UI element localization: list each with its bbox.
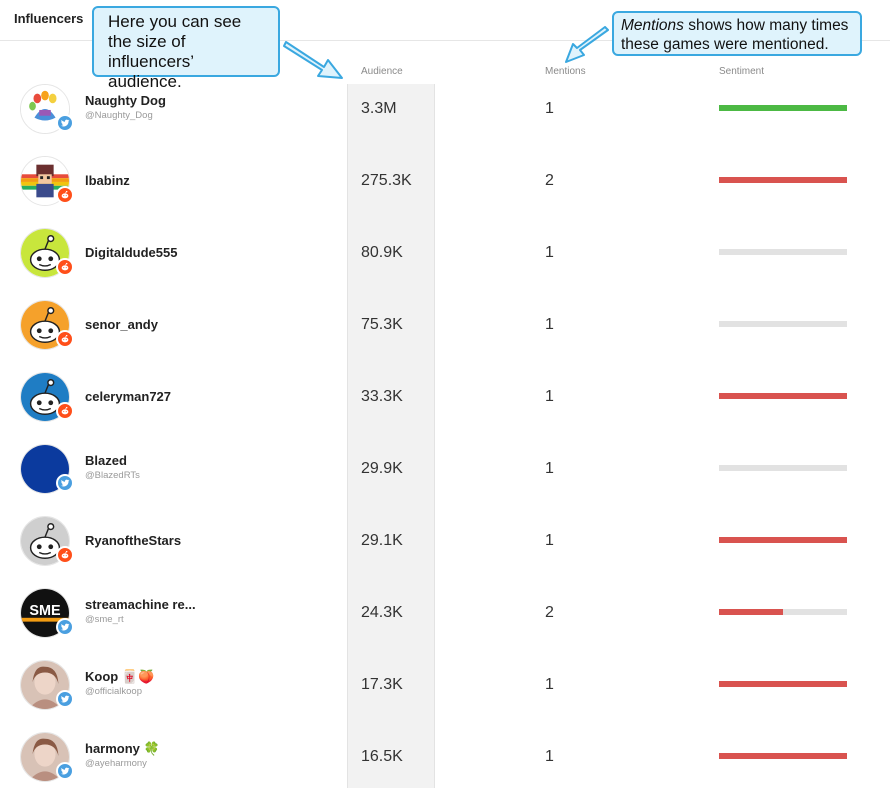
audience-value: 17.3K: [361, 676, 403, 693]
sentiment-bar: [719, 105, 847, 111]
influencer-list: Naughty Dog @Naughty_Dog 3.3M 1 lbabinz 275.3…: [0, 72, 890, 788]
influencer-name[interactable]: harmony 🍀: [85, 741, 160, 756]
avatar[interactable]: [20, 660, 70, 710]
sentiment-column-header[interactable]: Sentiment: [719, 66, 765, 77]
sentiment-bar: [719, 177, 847, 183]
sentiment-bar: [719, 681, 847, 687]
twitter-icon: [56, 690, 74, 708]
header-divider: [0, 40, 890, 41]
twitter-icon: [56, 762, 74, 780]
mentions-value: 1: [545, 244, 554, 261]
influencer-handle: @ayeharmony: [85, 758, 147, 769]
mentions-column-header[interactable]: Mentions: [545, 66, 586, 77]
sentiment-bar-fill: [719, 681, 847, 687]
reddit-icon: [56, 186, 74, 204]
influencer-name[interactable]: Naughty Dog: [85, 93, 166, 108]
sme-logo-icon: SME: [21, 589, 69, 637]
audience-column-highlight: [347, 84, 435, 788]
reddit-alien-blue-icon: [21, 373, 69, 421]
sentiment-bar-fill: [719, 105, 847, 111]
sentiment-bar-fill: [719, 321, 847, 327]
influencer-handle: @BlazedRTs: [85, 470, 140, 481]
influencer-handle: @officialkoop: [85, 686, 142, 697]
sentiment-bar: [719, 321, 847, 327]
influencer-name[interactable]: RyanoftheStars: [85, 533, 182, 548]
audience-value: 80.9K: [361, 244, 403, 261]
influencer-name[interactable]: Digitaldude555: [85, 245, 178, 260]
mentions-value: 1: [545, 388, 554, 405]
audience-value: 24.3K: [361, 604, 403, 621]
table-row[interactable]: Digitaldude555 80.9K 1: [0, 216, 890, 288]
sentiment-bar-fill: [719, 537, 847, 543]
audience-value: 29.1K: [361, 532, 403, 549]
avatar[interactable]: [20, 156, 70, 206]
table-row[interactable]: senor_andy 75.3K 1: [0, 288, 890, 360]
audience-value: 16.5K: [361, 748, 403, 765]
sentiment-bar-fill: [719, 177, 847, 183]
mentions-value: 1: [545, 676, 554, 693]
table-row[interactable]: SME streamachine re... @sme_rt 24.3K 2: [0, 576, 890, 648]
avatar[interactable]: [20, 84, 70, 134]
reddit-icon: [56, 546, 74, 564]
table-row[interactable]: Blazed @BlazedRTs 29.9K 1: [0, 432, 890, 504]
audience-value: 3.3M: [361, 100, 397, 117]
influencer-handle: @Naughty_Dog: [85, 110, 153, 121]
sentiment-bar: [719, 393, 847, 399]
mentions-value: 1: [545, 532, 554, 549]
twitter-icon: [56, 114, 74, 132]
mentions-value: 1: [545, 316, 554, 333]
reddit-icon: [56, 330, 74, 348]
mentions-callout-arrow-icon: [565, 26, 609, 63]
mentions-value: 1: [545, 748, 554, 765]
sentiment-bar: [719, 537, 847, 543]
audience-callout: Here you can see the size of influencers…: [92, 6, 280, 91]
influencer-name[interactable]: streamachine re...: [85, 597, 196, 612]
twitter-icon: [56, 474, 74, 492]
reddit-icon: [56, 402, 74, 420]
mentions-value: 1: [545, 100, 554, 117]
mentions-value: 1: [545, 460, 554, 477]
mentions-callout-emphasis: Mentions: [621, 17, 684, 34]
mentions-callout: Mentions shows how many times these game…: [612, 11, 862, 56]
influencer-name[interactable]: lbabinz: [85, 173, 130, 188]
svg-text:SME: SME: [29, 603, 61, 619]
table-row[interactable]: celeryman727 33.3K 1: [0, 360, 890, 432]
influencer-name[interactable]: celeryman727: [85, 389, 172, 404]
reddit-icon: [56, 258, 74, 276]
sentiment-bar-fill: [719, 609, 783, 615]
sentiment-bar-fill: [719, 393, 847, 399]
audience-callout-arrow-icon: [283, 41, 343, 79]
influencer-handle: @sme_rt: [85, 614, 124, 625]
influencer-name[interactable]: senor_andy: [85, 317, 158, 332]
audience-column-header[interactable]: Audience: [361, 66, 403, 77]
avatar[interactable]: [20, 372, 70, 422]
influencer-name[interactable]: Blazed: [85, 453, 127, 468]
table-row[interactable]: Naughty Dog @Naughty_Dog 3.3M 1: [0, 72, 890, 144]
table-row[interactable]: RyanoftheStars 29.1K 1: [0, 504, 890, 576]
sentiment-bar: [719, 609, 847, 615]
audience-value: 275.3K: [361, 172, 412, 189]
section-title: Influencers: [14, 11, 84, 26]
audience-value: 75.3K: [361, 316, 403, 333]
audience-callout-text: Here you can see the size of influencers…: [108, 12, 242, 91]
twitter-icon: [56, 618, 74, 636]
table-row[interactable]: harmony 🍀 @ayeharmony 16.5K 1: [0, 720, 890, 788]
influencer-name[interactable]: Koop 🀄🍑: [85, 669, 155, 684]
sentiment-bar-fill: [719, 249, 847, 255]
avatar[interactable]: SME: [20, 588, 70, 638]
avatar[interactable]: [20, 732, 70, 782]
table-row[interactable]: Koop 🀄🍑 @officialkoop 17.3K 1: [0, 648, 890, 720]
table-row[interactable]: lbabinz 275.3K 2: [0, 144, 890, 216]
audience-value: 29.9K: [361, 460, 403, 477]
sentiment-bar: [719, 465, 847, 471]
mentions-value: 2: [545, 172, 554, 189]
mentions-value: 2: [545, 604, 554, 621]
audience-value: 33.3K: [361, 388, 403, 405]
mentions-callout-text: shows how many times these games were me…: [621, 17, 849, 53]
sentiment-bar: [719, 753, 847, 759]
sentiment-bar-fill: [719, 753, 847, 759]
sentiment-bar-fill: [719, 465, 847, 471]
sentiment-bar: [719, 249, 847, 255]
